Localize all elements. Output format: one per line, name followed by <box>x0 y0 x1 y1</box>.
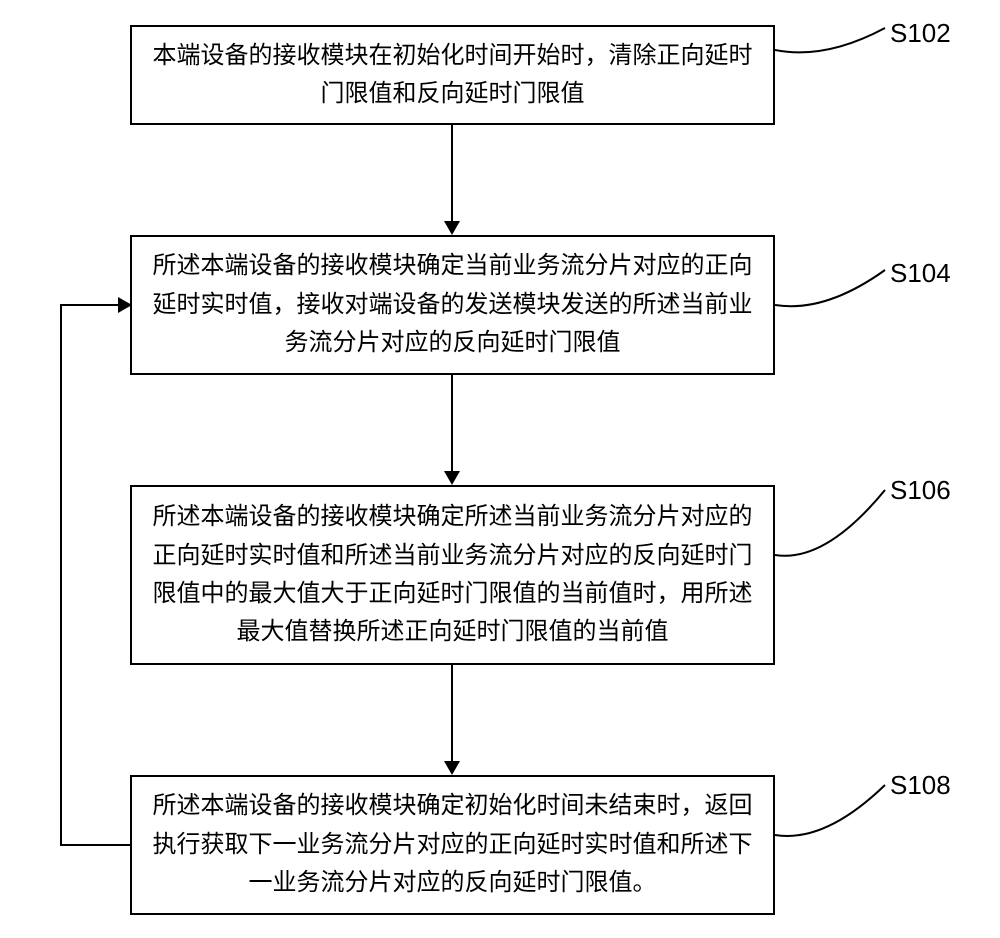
arrow-s106-s108-line <box>451 665 453 761</box>
step-s104-label: S104 <box>890 258 951 289</box>
loop-line-h1 <box>60 844 130 846</box>
arrow-s106-s108-head <box>444 761 460 775</box>
step-s104-box: 所述本端设备的接收模块确定当前业务流分片对应的正向延时实时值，接收对端设备的发送… <box>130 235 775 375</box>
step-s102-text: 本端设备的接收模块在初始化时间开始时，清除正向延时门限值和反向延时门限值 <box>152 37 753 114</box>
loop-line-v <box>60 304 62 846</box>
label-curve-s108 <box>775 770 890 845</box>
arrow-s104-s106-line <box>451 375 453 471</box>
step-s102-box: 本端设备的接收模块在初始化时间开始时，清除正向延时门限值和反向延时门限值 <box>130 25 775 125</box>
label-curve-s104 <box>775 258 890 313</box>
step-s104-text: 所述本端设备的接收模块确定当前业务流分片对应的正向延时实时值，接收对端设备的发送… <box>152 247 753 362</box>
arrow-s102-s104-line <box>451 125 453 221</box>
loop-line-h2 <box>60 304 118 306</box>
label-curve-s106 <box>775 475 890 565</box>
arrow-s104-s106-head <box>444 471 460 485</box>
flowchart-container: 本端设备的接收模块在初始化时间开始时，清除正向延时门限值和反向延时门限值 S10… <box>0 0 1000 938</box>
step-s108-text: 所述本端设备的接收模块确定初始化时间未结束时，返回执行获取下一业务流分片对应的正… <box>152 787 753 902</box>
step-s106-box: 所述本端设备的接收模块确定所述当前业务流分片对应的正向延时实时值和所述当前业务流… <box>130 485 775 665</box>
step-s106-text: 所述本端设备的接收模块确定所述当前业务流分片对应的正向延时实时值和所述当前业务流… <box>152 498 753 652</box>
step-s108-label: S108 <box>890 770 951 801</box>
step-s108-box: 所述本端设备的接收模块确定初始化时间未结束时，返回执行获取下一业务流分片对应的正… <box>130 775 775 915</box>
step-s102-label: S102 <box>890 18 951 49</box>
loop-arrow-head <box>118 297 132 313</box>
label-curve-s102 <box>775 18 890 63</box>
step-s106-label: S106 <box>890 475 951 506</box>
arrow-s102-s104-head <box>444 221 460 235</box>
